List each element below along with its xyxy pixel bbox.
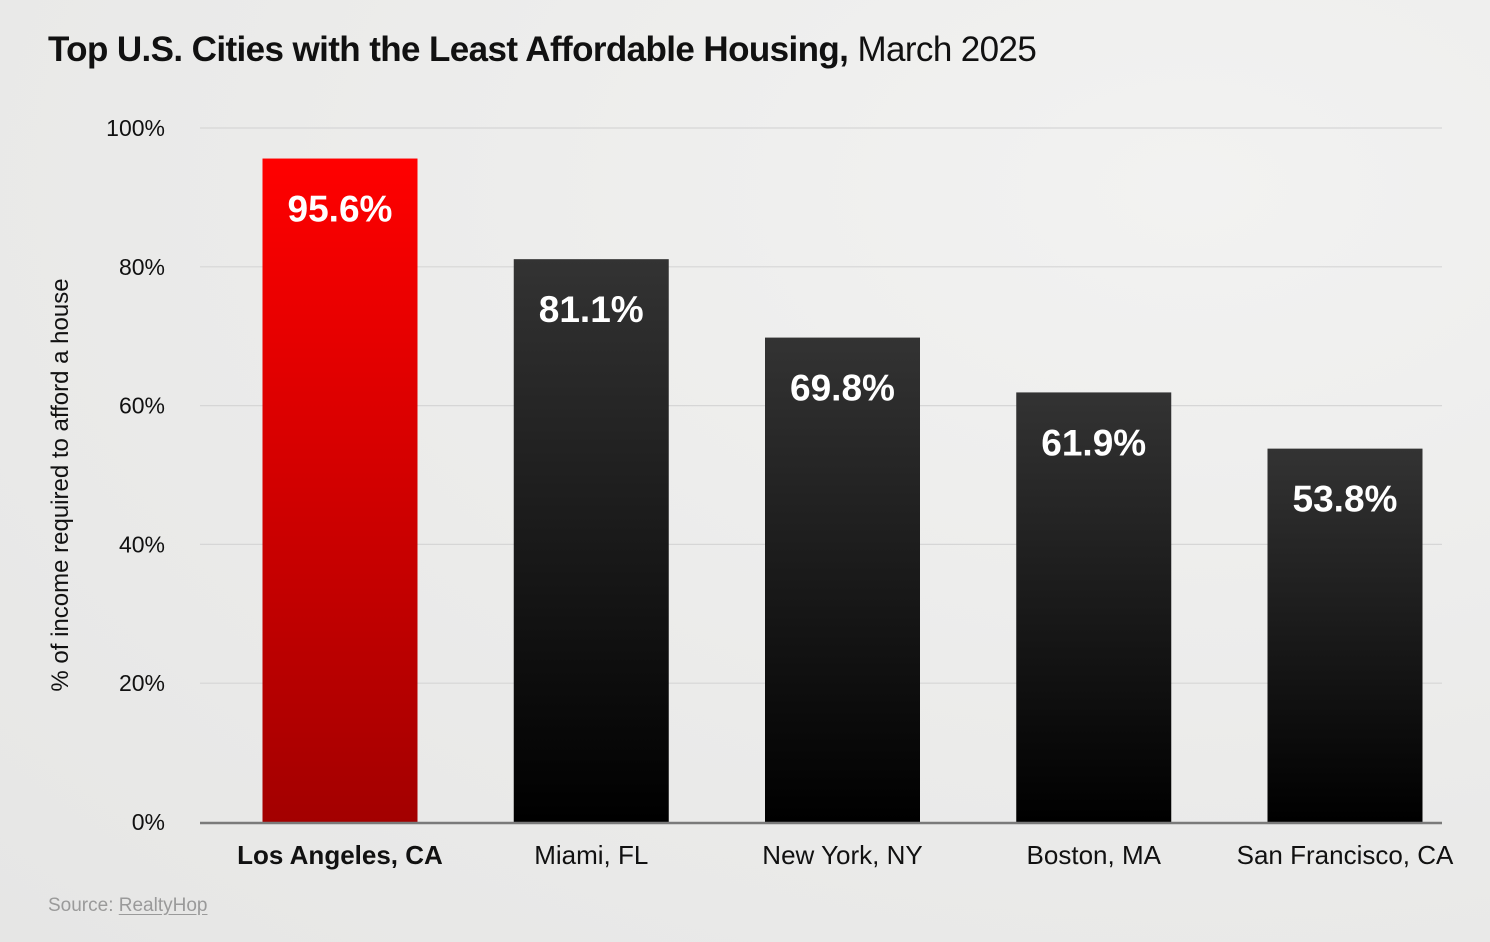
bars: 95.6% 81.1% 69.8% 61.9% 53.8% xyxy=(262,158,1423,822)
data-label-new-york-ny: 69.8% xyxy=(790,368,895,409)
y-axis-tick-labels: 0% 20% 40% 60% 80% 100% xyxy=(106,115,165,835)
ytick-label-40: 40% xyxy=(119,531,165,557)
y-axis-label: % of income required to afford a house xyxy=(47,278,74,691)
bar-san-francisco-ca xyxy=(1267,448,1423,822)
category-label-miami-fl: Miami, FL xyxy=(534,840,648,870)
category-label-boston-ma: Boston, MA xyxy=(1027,840,1162,870)
source-prefix: Source: xyxy=(48,895,119,916)
category-label-new-york-ny: New York, NY xyxy=(762,840,922,870)
data-label-miami-fl: 81.1% xyxy=(539,289,644,330)
ytick-label-20: 20% xyxy=(119,670,165,696)
bar-boston-ma xyxy=(1016,392,1172,822)
category-label-san-francisco-ca: San Francisco, CA xyxy=(1237,840,1454,870)
category-label-los-angeles-ca: Los Angeles, CA xyxy=(237,840,443,870)
data-label-san-francisco-ca: 53.8% xyxy=(1293,479,1398,520)
source-line: Source: RealtyHop xyxy=(48,895,207,917)
x-axis-tick-labels: Los Angeles, CA Miami, FL New York, NY Bost… xyxy=(237,840,1454,870)
bar-los-angeles-ca xyxy=(262,158,418,822)
ytick-label-80: 80% xyxy=(119,254,165,280)
bar-new-york-ny xyxy=(765,337,920,822)
ytick-label-60: 60% xyxy=(119,393,165,419)
data-label-los-angeles-ca: 95.6% xyxy=(288,189,393,230)
chart-title: Top U.S. Cities with the Least Affordabl… xyxy=(48,30,1037,70)
chart-subtitle: March 2025 xyxy=(857,30,1037,69)
chart-title-main: Top U.S. Cities with the Least Affordabl… xyxy=(48,30,849,69)
ytick-label-100: 100% xyxy=(106,115,165,141)
ytick-label-0: 0% xyxy=(132,809,165,835)
bar-miami-fl xyxy=(513,259,669,822)
data-label-boston-ma: 61.9% xyxy=(1041,422,1146,463)
source-link[interactable]: RealtyHop xyxy=(118,895,208,916)
